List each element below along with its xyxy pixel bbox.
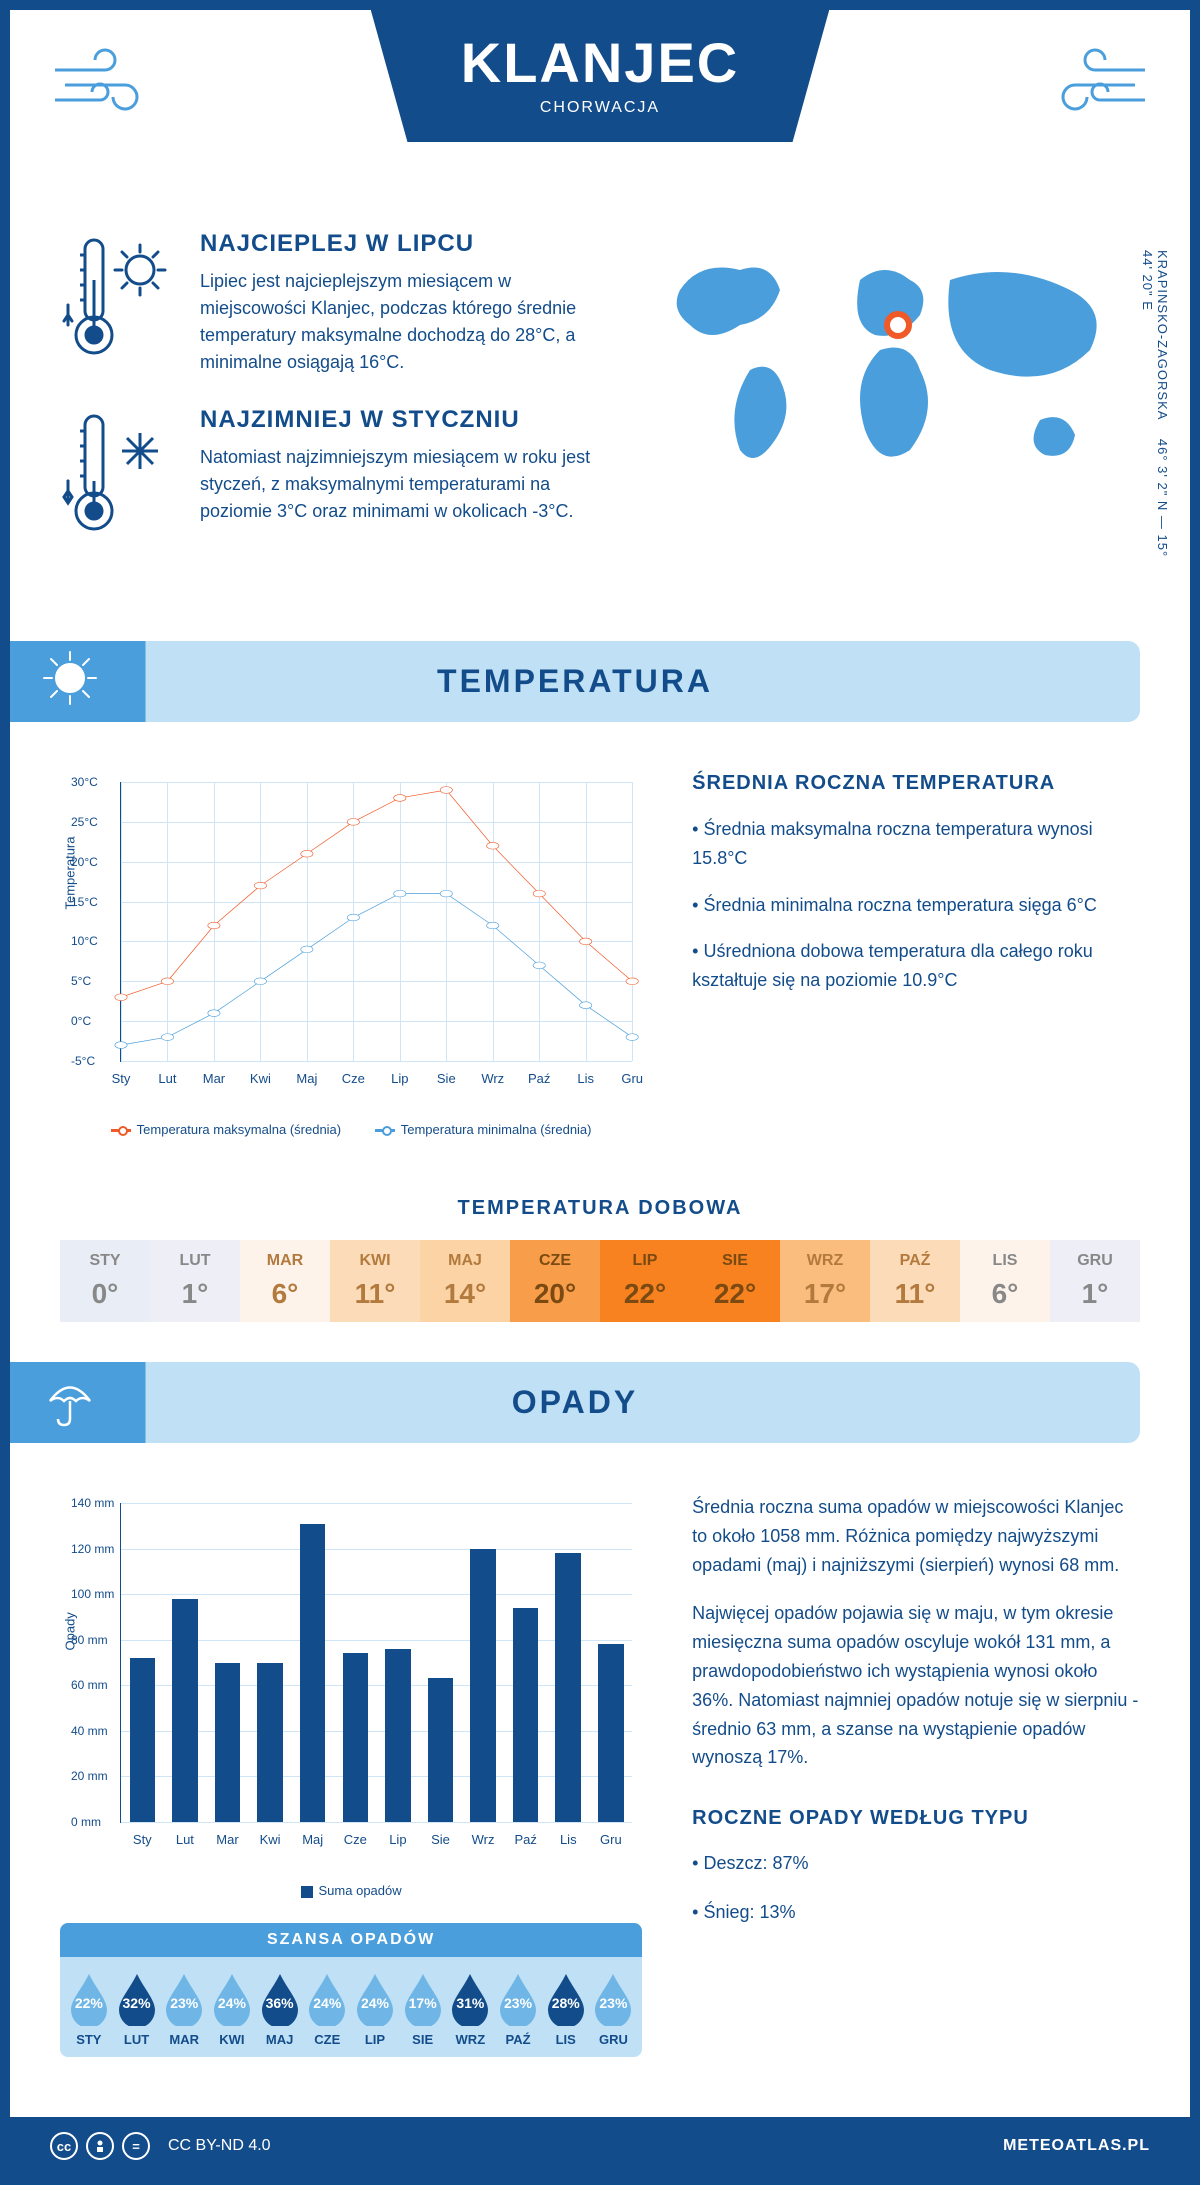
raindrop-icon: 23%	[591, 1972, 635, 2026]
precipitation-section-header: OPADY	[10, 1362, 1140, 1443]
wind-icon	[50, 40, 160, 146]
bar-chart-legend: Suma opadów	[60, 1883, 642, 1898]
precip-by-type-item: • Śnieg: 13%	[692, 1898, 1140, 1927]
precip-bar	[555, 1553, 581, 1822]
temperature-info: ŚREDNIA ROCZNA TEMPERATURA • Średnia mak…	[692, 772, 1140, 1137]
temperature-title: TEMPERATURA	[437, 663, 713, 699]
precip-bar	[470, 1549, 496, 1822]
daily-temp-cell: LIP22°	[600, 1240, 690, 1322]
raindrop-icon: 32%	[115, 1972, 159, 2026]
daily-temp-cell: MAR6°	[240, 1240, 330, 1322]
precipitation-title: OPADY	[512, 1384, 638, 1420]
chance-cell: 24% KWI	[208, 1972, 256, 2047]
precip-by-type-item: • Deszcz: 87%	[692, 1849, 1140, 1878]
cc-icon: cc	[50, 2132, 78, 2160]
daily-temp-cell: KWI11°	[330, 1240, 420, 1322]
daily-temp-cell: CZE20°	[510, 1240, 600, 1322]
precip-bar	[598, 1644, 624, 1822]
daily-temp-cell: SIE22°	[690, 1240, 780, 1322]
chance-of-precip: SZANSA OPADÓW 22% STY 32% LUT 23% MAR 24…	[60, 1923, 642, 2057]
sun-icon	[40, 648, 100, 716]
coordinates: KRAPINSKO-ZAGORSKA 46° 3' 2" N — 15° 44'…	[1140, 250, 1170, 581]
raindrop-icon: 24%	[353, 1972, 397, 2026]
nd-icon: =	[122, 2132, 150, 2160]
daily-temp-cell: LUT1°	[150, 1240, 240, 1322]
chance-cell: 24% LIP	[351, 1972, 399, 2047]
chance-cell: 23% PAŹ	[494, 1972, 542, 2047]
daily-temp-cell: MAJ14°	[420, 1240, 510, 1322]
page-title: KLANJEC	[461, 30, 739, 95]
daily-temp-cell: STY0°	[60, 1240, 150, 1322]
chance-cell: 31% WRZ	[447, 1972, 495, 2047]
chance-cell: 22% STY	[65, 1972, 113, 2047]
raindrop-icon: 22%	[67, 1972, 111, 2026]
avg-temp-title: ŚREDNIA ROCZNA TEMPERATURA	[692, 772, 1140, 795]
daily-temp-table: STY0°LUT1°MAR6°KWI11°MAJ14°CZE20°LIP22°S…	[60, 1240, 1140, 1322]
precip-bar	[130, 1658, 156, 1822]
world-map-container: KRAPINSKO-ZAGORSKA 46° 3' 2" N — 15° 44'…	[640, 230, 1140, 581]
warmest-title: NAJCIEPLEJ W LIPCU	[200, 230, 610, 258]
daily-temp-cell: GRU1°	[1050, 1240, 1140, 1322]
coldest-text: Natomiast najzimniejszym miesiącem w rok…	[200, 444, 610, 525]
raindrop-icon: 23%	[496, 1972, 540, 2026]
chance-cell: 32% LUT	[113, 1972, 161, 2047]
chance-title: SZANSA OPADÓW	[60, 1923, 642, 1957]
precip-bar	[257, 1663, 283, 1823]
coldest-title: NAJZIMNIEJ W STYCZNIU	[200, 406, 610, 434]
precip-bar	[428, 1678, 454, 1822]
thermometer-snow-icon	[60, 406, 180, 551]
chance-cell: 23% MAR	[160, 1972, 208, 2047]
by-icon	[86, 2132, 114, 2160]
chance-cell: 23% GRU	[590, 1972, 638, 2047]
raindrop-icon: 24%	[210, 1972, 254, 2026]
footer: cc = CC BY-ND 4.0 METEOATLAS.PL	[10, 2117, 1190, 2175]
chance-cell: 24% CZE	[303, 1972, 351, 2047]
avg-temp-bullet: • Średnia minimalna roczna temperatura s…	[692, 891, 1140, 920]
chance-cell: 28% LIS	[542, 1972, 590, 2047]
temperature-section-header: TEMPERATURA	[10, 641, 1140, 722]
raindrop-icon: 24%	[305, 1972, 349, 2026]
precip-bar	[385, 1649, 411, 1822]
raindrop-icon: 17%	[401, 1972, 445, 2026]
chance-cell: 36% MAJ	[256, 1972, 304, 2047]
precip-text: Średnia roczna suma opadów w miejscowośc…	[692, 1493, 1140, 1579]
precip-bar	[172, 1599, 198, 1822]
precipitation-bar-chart: Opady 0 mm20 mm40 mm60 mm80 mm100 mm120 …	[60, 1493, 642, 1873]
precipitation-info: Średnia roczna suma opadów w miejscowośc…	[692, 1493, 1140, 2057]
page-subtitle: CHORWACJA	[461, 99, 739, 117]
precip-bar	[215, 1663, 241, 1823]
raindrop-icon: 36%	[258, 1972, 302, 2026]
intro-section: NAJCIEPLEJ W LIPCU Lipiec jest najcieple…	[10, 210, 1190, 621]
daily-temp-title: TEMPERATURA DOBOWA	[10, 1197, 1190, 1220]
warmest-block: NAJCIEPLEJ W LIPCU Lipiec jest najcieple…	[60, 230, 610, 376]
temperature-line-chart: Temperatura -5°C0°C5°C10°C15°C20°C25°C30…	[60, 772, 642, 1137]
coldest-block: NAJZIMNIEJ W STYCZNIU Natomiast najzimni…	[60, 406, 610, 551]
header: KLANJEC CHORWACJA	[10, 10, 1190, 210]
avg-temp-bullet: • Średnia maksymalna roczna temperatura …	[692, 815, 1140, 873]
chance-cell: 17% SIE	[399, 1972, 447, 2047]
header-banner: KLANJEC CHORWACJA	[371, 10, 829, 142]
precip-bar	[300, 1524, 326, 1822]
precip-bar	[513, 1608, 539, 1822]
umbrella-icon	[40, 1369, 100, 1437]
daily-temp-cell: PAŹ11°	[870, 1240, 960, 1322]
thermometer-sun-icon	[60, 230, 180, 376]
raindrop-icon: 23%	[162, 1972, 206, 2026]
wind-icon	[1040, 40, 1150, 146]
raindrop-icon: 28%	[544, 1972, 588, 2026]
world-map-icon	[640, 230, 1140, 510]
precip-bar	[343, 1653, 369, 1822]
raindrop-icon: 31%	[448, 1972, 492, 2026]
temp-chart-legend: Temperatura maksymalna (średnia) Tempera…	[60, 1122, 642, 1137]
precip-by-type-title: ROCZNE OPADY WEDŁUG TYPU	[692, 1802, 1140, 1834]
precip-text: Najwięcej opadów pojawia się w maju, w t…	[692, 1599, 1140, 1772]
avg-temp-bullet: • Uśredniona dobowa temperatura dla całe…	[692, 937, 1140, 995]
daily-temp-cell: LIS6°	[960, 1240, 1050, 1322]
daily-temp-cell: WRZ17°	[780, 1240, 870, 1322]
warmest-text: Lipiec jest najcieplejszym miesiącem w m…	[200, 268, 610, 376]
